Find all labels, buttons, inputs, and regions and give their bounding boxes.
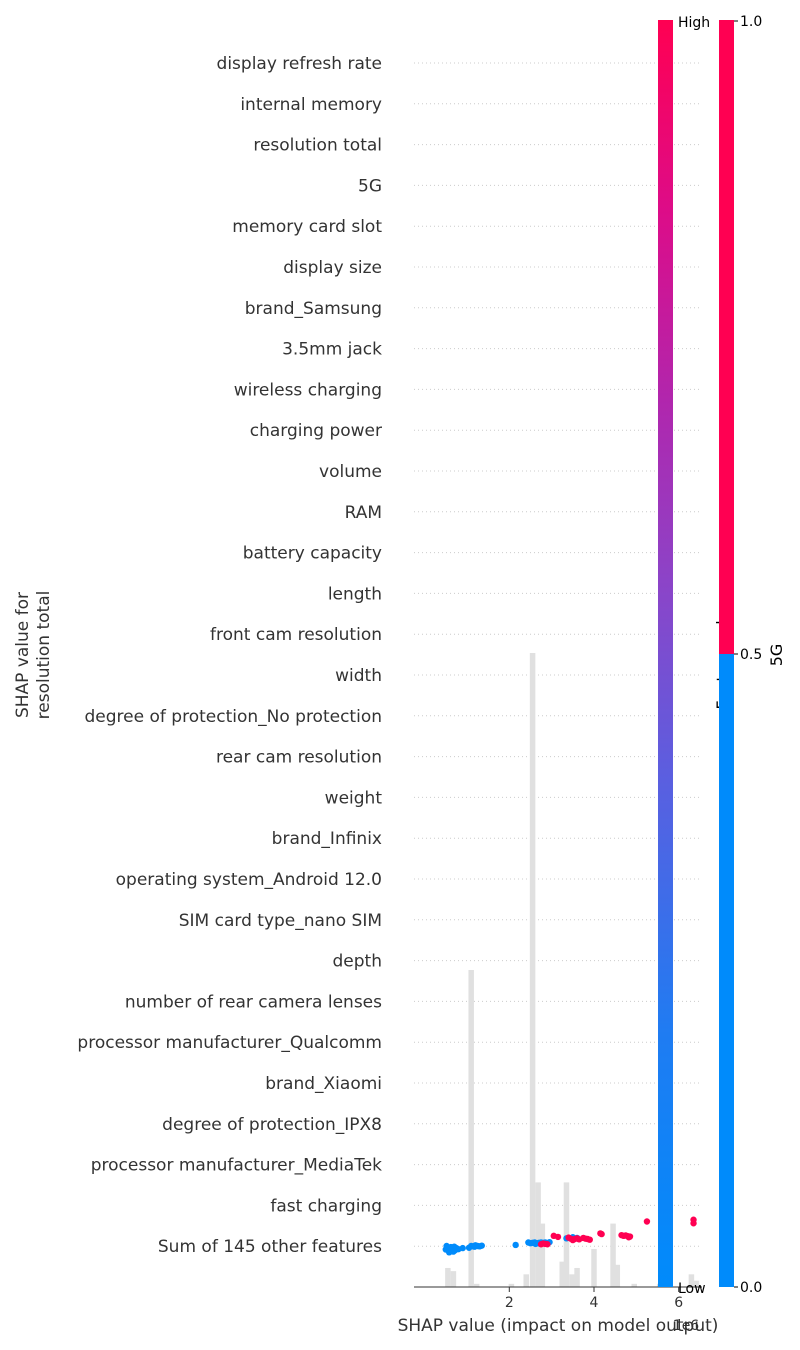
data-point [544, 1241, 551, 1248]
colorbar-low-label: Low [678, 1281, 706, 1297]
histogram-bar [559, 1261, 565, 1287]
data-point [512, 1241, 519, 1249]
x-axis-ticks: 2 4 6 [505, 1287, 683, 1311]
histogram-bar [529, 653, 536, 1287]
feature-label: brand_Samsung [245, 299, 382, 319]
feature-label: processor manufacturer_MediaTek [91, 1156, 382, 1176]
feature-label: 5G [358, 176, 382, 196]
y-axis-title-line2: resolution total [34, 591, 54, 720]
feature-label: degree of protection_No protection [85, 707, 382, 727]
histogram [445, 653, 700, 1287]
feature-label: length [328, 584, 382, 604]
histogram-bar [508, 1283, 515, 1287]
feature-label: weight [325, 788, 383, 808]
feature-label: internal memory [240, 95, 382, 115]
grid-lines [414, 62, 702, 1247]
feature-label: operating system_Android 12.0 [116, 870, 382, 890]
5g-colorbar-tick-1: 1.0 [740, 14, 762, 30]
histogram-bar [450, 1271, 457, 1287]
histogram-bar [574, 1267, 580, 1287]
x-tick-label: 2 [505, 1295, 514, 1311]
histogram-bar [614, 1264, 621, 1287]
5g-colorbar-high [719, 20, 734, 654]
feature-label: brand_Infinix [272, 829, 382, 849]
histogram-bar [688, 1274, 695, 1287]
feature-label: SIM card type_nano SIM [179, 911, 382, 931]
feature-label: number of rear camera lenses [125, 992, 382, 1012]
histogram-bar [569, 1274, 575, 1287]
colorbar-high-label: High [678, 15, 710, 31]
data-point [447, 1243, 455, 1251]
data-point [478, 1242, 485, 1249]
x-tick-label: 6 [674, 1295, 683, 1311]
histogram-bar [473, 1283, 480, 1287]
feature-label: 3.5mm jack [282, 340, 382, 360]
data-point [586, 1236, 593, 1243]
feature-label: display refresh rate [217, 54, 382, 74]
feature-labels: display refresh rate internal memory resol… [77, 54, 382, 1257]
feature-label: Sum of 145 other features [158, 1237, 382, 1257]
feature-label: charging power [250, 421, 382, 441]
5g-colorbar-title: 5G [767, 644, 786, 667]
feature-label: front cam resolution [210, 625, 382, 645]
data-point [459, 1244, 466, 1252]
data-point [626, 1233, 634, 1240]
data-point [554, 1233, 562, 1241]
histogram-bar [468, 970, 474, 1287]
x-axis-title: SHAP value (impact on model output) [398, 1316, 719, 1336]
feature-label: wireless charging [234, 380, 382, 400]
histogram-bar [631, 1283, 637, 1287]
feature-label: depth [333, 952, 382, 972]
data-point [598, 1230, 605, 1238]
histogram-bar [591, 1248, 597, 1287]
histogram-bar [693, 1280, 700, 1287]
feature-label: battery capacity [243, 544, 382, 564]
feature-label: width [335, 666, 382, 686]
feature-label: rear cam resolution [216, 748, 382, 768]
data-point [690, 1220, 697, 1227]
feature-label: fast charging [270, 1196, 382, 1216]
feature-label: processor manufacturer_Qualcomm [77, 1033, 382, 1053]
feature-label: brand_Xiaomi [265, 1074, 382, 1094]
data-point [643, 1218, 651, 1225]
histogram-bar [535, 1182, 541, 1287]
histogram-bar [523, 1274, 529, 1287]
histogram-bar [445, 1267, 451, 1287]
x-offset-label: 1e6 [673, 1318, 700, 1334]
5g-colorbar-low [719, 654, 734, 1287]
histogram-bar [610, 1223, 616, 1287]
histogram-bar [563, 1182, 570, 1287]
feature-label: display size [283, 258, 382, 278]
data-point [471, 1243, 478, 1250]
feature-label: RAM [345, 503, 382, 523]
feature-label: volume [319, 462, 382, 482]
feature-label: memory card slot [232, 217, 382, 237]
y-axis-title-line1: SHAP value for [13, 592, 33, 718]
5g-colorbar-tick-0-5: 0.5 [740, 647, 762, 663]
feature-label: degree of protection_IPX8 [162, 1115, 382, 1135]
5g-colorbar-tick-0: 0.0 [740, 1280, 762, 1296]
feature-label: resolution total [253, 136, 382, 156]
histogram-bar [539, 1223, 546, 1287]
feature-value-colorbar [658, 20, 673, 1287]
x-tick-label: 4 [590, 1295, 599, 1311]
